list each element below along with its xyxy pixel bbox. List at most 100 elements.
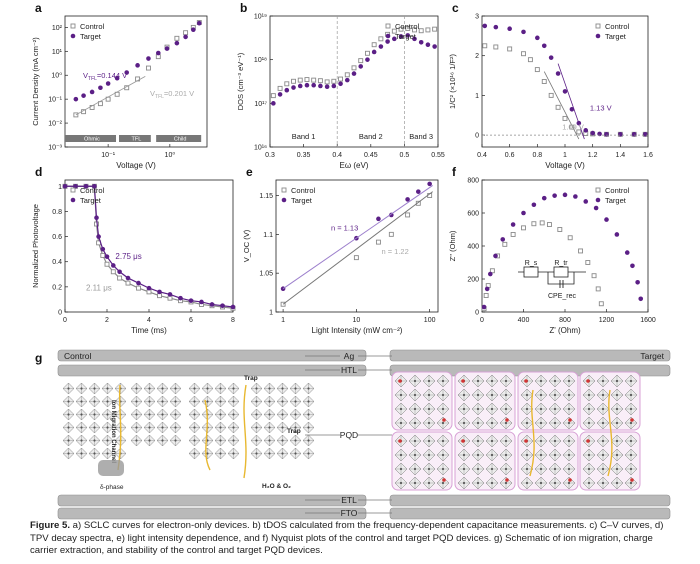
passivation-atom (524, 439, 528, 443)
lead-atom (615, 379, 619, 383)
lead-atom (601, 393, 605, 397)
callout-trap-2: Trap (287, 428, 301, 435)
passivation-atom (505, 418, 509, 422)
vtfl-target: VTFL=0.144 V (83, 71, 127, 82)
data-point (376, 216, 381, 222)
lead-atom (174, 400, 177, 403)
annotation-control: 1.09 V (562, 123, 584, 132)
lead-atom (93, 452, 96, 455)
callout-ion-channel: Ion Migration Channel (110, 400, 116, 463)
lead-atom (462, 407, 466, 411)
data-point (510, 231, 516, 237)
lead-atom (441, 481, 445, 485)
data-point (432, 26, 438, 32)
target-grain-outline (517, 371, 579, 431)
lead-atom (615, 481, 619, 485)
delta-phase-blob (98, 460, 124, 476)
data-point (378, 44, 384, 49)
data-point (567, 235, 573, 241)
data-point (174, 35, 180, 41)
lead-atom (307, 426, 310, 429)
lead-atom (413, 407, 417, 411)
passivation-atom (442, 418, 446, 422)
legend-label-target: Target (80, 196, 102, 205)
lead-atom (539, 393, 543, 397)
figure: a 10⁻¹ 10⁰ 10⁻³ 10⁻² 10⁻¹ 10⁰ 10¹ 10² Voltage (V)… (31, 1, 671, 520)
lead-atom (135, 426, 138, 429)
etl-bar-control (57, 494, 367, 507)
control-grain-4 (250, 382, 315, 460)
data-point (521, 29, 526, 35)
passivation-atom (630, 478, 634, 482)
data-point (432, 44, 437, 49)
data-point (576, 129, 582, 135)
data-point (541, 195, 547, 201)
data-point (98, 85, 103, 91)
data-point (548, 92, 554, 98)
lead-atom (135, 439, 138, 442)
panel-label: d (35, 165, 42, 179)
x-tick-label: 0.8 (532, 152, 542, 159)
fto-bar-target (389, 507, 671, 520)
data-point (284, 87, 290, 93)
x-tick-label: 100 (424, 317, 436, 324)
lead-atom (281, 387, 284, 390)
x-tick-label: 0.4 (332, 152, 342, 159)
legend-marker-target (281, 197, 287, 203)
data-point (304, 82, 310, 88)
lead-atom (441, 439, 445, 443)
fit-line-target (282, 185, 433, 290)
lead-atom (504, 453, 508, 457)
fit-line-control (282, 191, 433, 305)
data-point (124, 70, 130, 75)
data-point (371, 42, 377, 48)
lead-atom (567, 439, 571, 443)
region-bar (119, 135, 151, 142)
target-grain-outline (391, 431, 453, 491)
data-point (534, 67, 540, 73)
lead-atom (504, 467, 508, 471)
lead-atom (587, 407, 591, 411)
data-point (562, 115, 568, 121)
lead-atom (413, 379, 417, 383)
lead-atom (553, 379, 557, 383)
data-point (548, 55, 554, 60)
passivation-atom (568, 418, 572, 422)
lead-atom (232, 413, 235, 416)
series-target (62, 183, 236, 310)
data-point (196, 20, 202, 26)
lead-atom (567, 379, 571, 383)
data-point (73, 96, 79, 102)
target-grain-4 (582, 374, 638, 430)
lead-atom (427, 439, 431, 443)
lead-atom (462, 421, 466, 425)
lead-atom (135, 400, 138, 403)
lead-atom (629, 379, 633, 383)
lead-atom (567, 421, 571, 425)
region-label: TFL (132, 137, 142, 143)
lead-atom (462, 393, 466, 397)
legend-label-control: Control (605, 186, 630, 195)
y-tick-label: 10¹⁶ (254, 145, 267, 152)
data-point (405, 197, 410, 202)
y-tick-label: 10¹⁹ (254, 14, 267, 21)
data-point (96, 234, 101, 239)
data-point (304, 77, 310, 83)
lead-atom (219, 426, 222, 429)
lead-atom (161, 400, 164, 403)
legend-label-target: Target (605, 32, 627, 41)
data-point (183, 34, 188, 40)
target-grain-1 (394, 374, 450, 430)
label-rs: R_s (525, 260, 538, 267)
x-tick-label: 800 (559, 317, 571, 324)
data-point (351, 71, 357, 76)
data-point (104, 261, 110, 267)
lead-atom (135, 387, 138, 390)
data-point (92, 183, 97, 189)
legend-marker-target (70, 197, 76, 203)
y-axis-label: DOS (cm⁻³ eV⁻¹) (236, 52, 245, 110)
data-point (291, 78, 296, 84)
lead-atom (294, 439, 297, 442)
lead-atom (413, 439, 417, 443)
